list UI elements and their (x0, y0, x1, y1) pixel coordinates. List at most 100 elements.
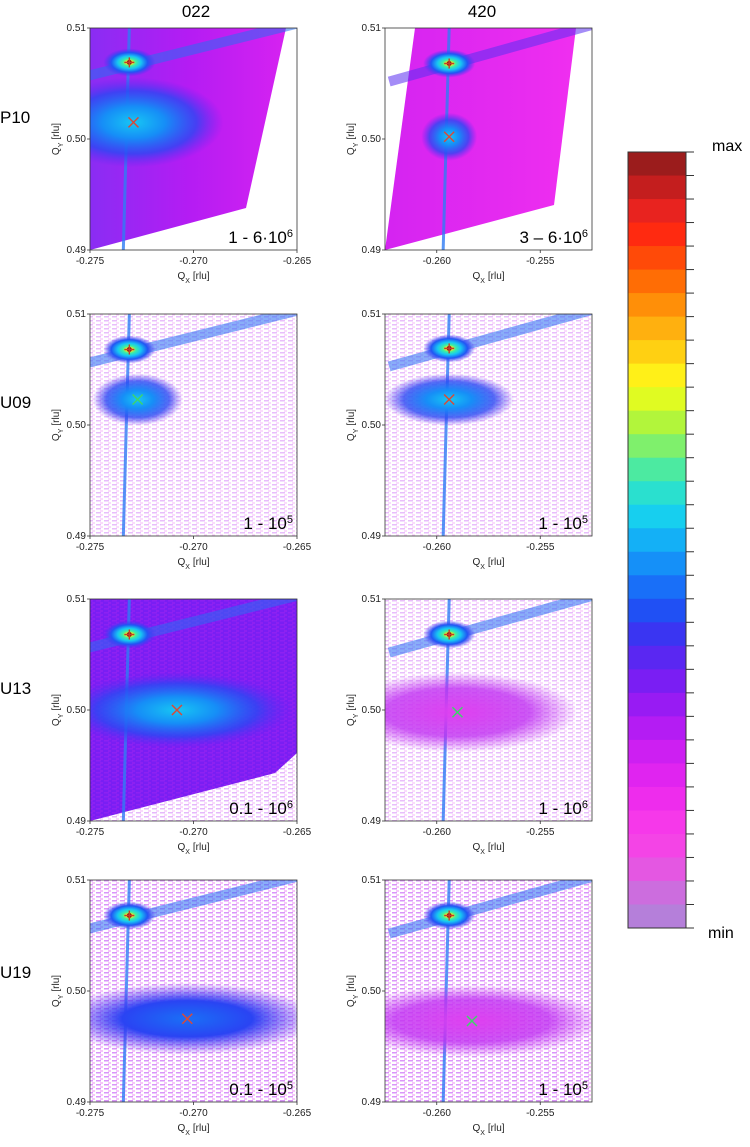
colorbar-swatch (628, 504, 686, 529)
colorbar-swatch (628, 833, 686, 858)
x-tick-label: -0.260 (423, 827, 452, 838)
colorbar-swatch (628, 457, 686, 482)
intensity-range-label: 1 - 6·106 (228, 228, 293, 247)
scan-region (385, 314, 592, 536)
y-tick-label: 0.51 (362, 594, 382, 605)
colorbar-swatch (628, 763, 686, 788)
panel-U19-022: 0.49 0.50 0.51 -0.275 -0.270 -0.265 QX [rlu] QY[… (51, 875, 312, 1137)
x-tick-label: -0.270 (179, 256, 208, 267)
x-tick-label: -0.270 (179, 542, 208, 553)
x-tick-label: -0.260 (423, 542, 452, 553)
y-tick-label: 0.50 (67, 705, 87, 716)
panel-U13-420: 0.49 0.50 0.51 -0.260 -0.255 QX [rlu] QY[rlu] 1 … (346, 594, 593, 856)
layer-peak-marker (443, 393, 455, 406)
y-tick-label: 0.50 (362, 986, 382, 997)
row-label-P10: P10 (0, 108, 30, 127)
layer-peak-blob (385, 984, 592, 1057)
layer-peak-marker (451, 706, 463, 718)
scan-region (385, 28, 576, 250)
column-heading-022: 022 (182, 2, 210, 21)
y-tick-label: 0.51 (67, 594, 87, 605)
colorbar-swatch (628, 551, 686, 576)
y-axis-label: QY[rlu] (346, 123, 360, 155)
y-axis-label: QY[rlu] (51, 409, 65, 441)
colorbar-swatch (628, 880, 686, 905)
y-axis-label: QY[rlu] (346, 694, 360, 726)
y-axis-label: QY[rlu] (346, 409, 360, 441)
x-tick-label: -0.255 (526, 256, 555, 267)
y-tick-label: 0.50 (362, 705, 382, 716)
x-axis-label: QX [rlu] (472, 842, 504, 856)
colorbar-swatch (628, 363, 686, 388)
panel-U09-420: 0.49 0.50 0.51 -0.260 -0.255 QX [rlu] QY[rlu] 1 … (346, 309, 593, 571)
intensity-range-label: 1 - 105 (538, 1080, 588, 1099)
layer-peak-blob (385, 672, 578, 753)
y-tick-label: 0.49 (67, 1097, 87, 1108)
layer-peak-marker (171, 704, 183, 716)
colorbar-frame (627, 151, 687, 929)
layer-peak-marker (466, 1015, 478, 1027)
colorbar-swatch (628, 316, 686, 341)
x-tick-label: -0.265 (283, 256, 312, 267)
x-tick-label: -0.255 (526, 827, 555, 838)
y-tick-label: 0.49 (362, 1097, 382, 1108)
colorbar-swatch (628, 481, 686, 506)
heatmap-U09-022 (90, 314, 297, 536)
column-headings: 022 420 (182, 2, 496, 21)
y-tick-label: 0.51 (67, 23, 87, 34)
x-tick-label: -0.265 (283, 542, 312, 553)
substrate-peak-marker (444, 629, 455, 640)
substrate-peak-marker (124, 57, 135, 68)
colorbar-swatch (628, 434, 686, 459)
colorbar-swatch (628, 598, 686, 623)
panel-U19-420: 0.49 0.50 0.51 -0.260 -0.255 QX [rlu] QY[rlu] 1 … (346, 875, 593, 1137)
x-tick-label: -0.275 (76, 542, 105, 553)
intensity-range-label: 0.1 - 105 (229, 1080, 293, 1099)
x-tick-label: -0.270 (179, 827, 208, 838)
map-panels: 0.49 0.50 0.51 -0.275 -0.270 -0.265 QX [rlu] QY[… (51, 23, 593, 1137)
colorbar-swatch (628, 575, 686, 600)
y-tick-label: 0.51 (67, 309, 87, 320)
heatmap-U19-420 (385, 880, 592, 1102)
y-tick-label: 0.49 (362, 531, 382, 542)
heatmap-U09-420 (385, 314, 592, 536)
colorbar-swatch (628, 622, 686, 647)
y-tick-label: 0.50 (67, 420, 87, 431)
x-tick-label: -0.275 (76, 256, 105, 267)
colorbar-swatch (628, 199, 686, 224)
panel-U13-022: 0.49 0.50 0.51 -0.275 -0.270 -0.265 QX [rlu] QY[… (51, 594, 312, 856)
x-tick-label: -0.260 (423, 1108, 452, 1119)
colorbar-swatch (628, 739, 686, 764)
layer-peak-blob (90, 77, 224, 168)
y-tick-label: 0.49 (362, 245, 382, 256)
colorbar-swatch (628, 269, 686, 294)
heatmap-P10-420 (385, 28, 592, 250)
layer-peak-blob (90, 672, 292, 748)
y-axis-label: QY[rlu] (346, 975, 360, 1007)
colorbar-swatch (628, 669, 686, 694)
panel-U09-022: 0.49 0.50 0.51 -0.275 -0.270 -0.265 QX [rlu] QY[… (51, 309, 312, 571)
row-labels: P10 U09 U13 U19 (0, 108, 31, 982)
x-axis-label: QX [rlu] (472, 557, 504, 571)
y-tick-label: 0.50 (67, 134, 87, 145)
colorbar-swatch (628, 857, 686, 882)
row-label-U13: U13 (0, 679, 31, 698)
colorbar-max-label: max (712, 138, 742, 155)
colorbar-swatch (628, 410, 686, 435)
substrate-peak-marker (444, 910, 455, 921)
y-tick-label: 0.49 (362, 816, 382, 827)
colorbar-swatch (628, 716, 686, 741)
colorbar-swatch (628, 528, 686, 553)
row-label-U09: U09 (0, 393, 31, 412)
x-tick-label: -0.255 (526, 1108, 555, 1119)
colorbar-swatch (628, 904, 686, 929)
y-tick-label: 0.51 (362, 875, 382, 886)
y-tick-label: 0.51 (362, 309, 382, 320)
colorbar-swatch (628, 246, 686, 271)
layer-peak-blob (90, 982, 297, 1055)
panel-P10-420: 0.49 0.50 0.51 -0.260 -0.255 QX [rlu] QY[rlu] 3 … (346, 23, 593, 285)
colorbar-swatch (628, 222, 686, 247)
substrate-peak-marker (124, 910, 135, 921)
layer-peak-marker (181, 1013, 193, 1025)
